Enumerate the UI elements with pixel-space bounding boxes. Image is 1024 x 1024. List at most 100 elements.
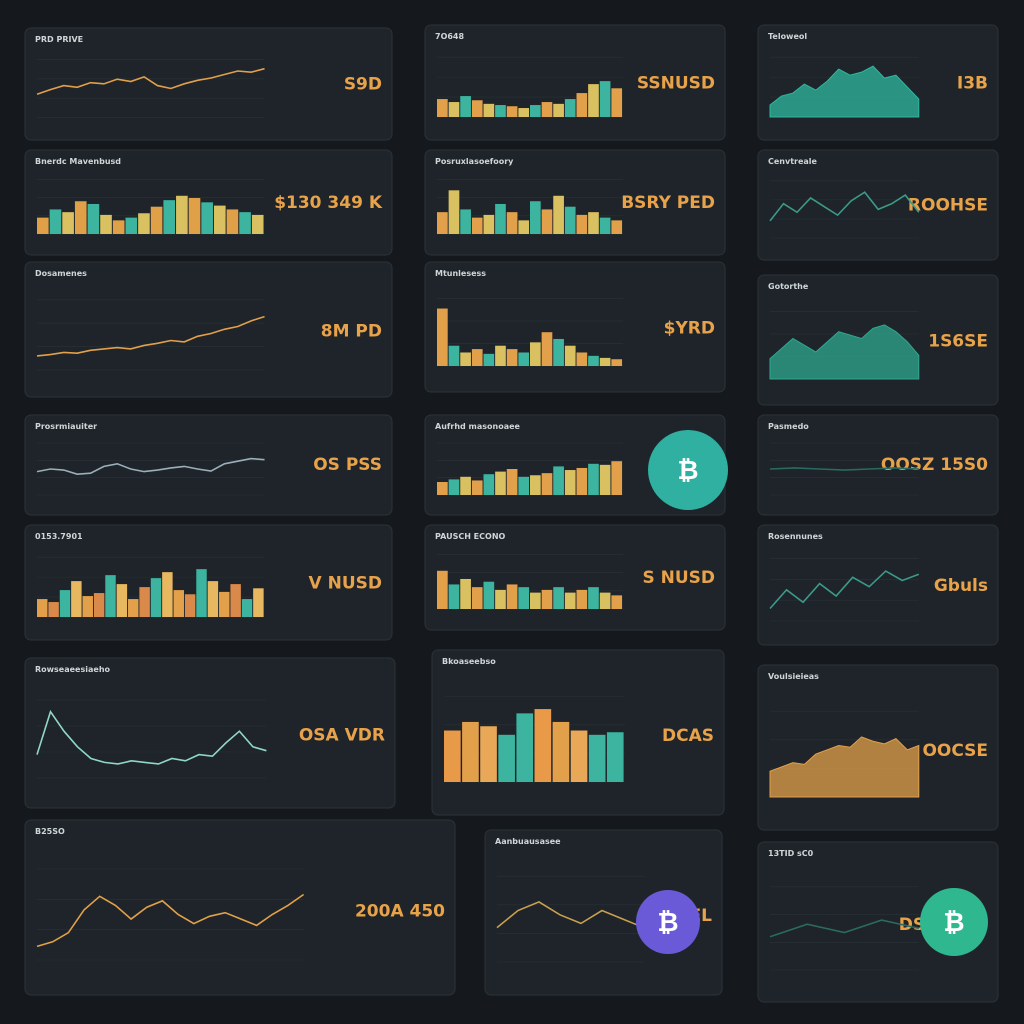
- panel: [484, 829, 723, 996]
- bar: [483, 214, 495, 234]
- bar: [444, 730, 461, 782]
- panel-title: PRD PRIVE: [35, 35, 83, 44]
- coin-symbol: ₿: [677, 456, 698, 486]
- panel-title: Posruxlasoefoory: [435, 157, 514, 166]
- panel-value: SSNUSD: [637, 73, 715, 93]
- bar: [564, 592, 576, 609]
- bar: [518, 108, 530, 117]
- bar: [460, 578, 471, 609]
- bar: [553, 587, 564, 609]
- bar: [112, 220, 125, 234]
- bar: [87, 203, 100, 234]
- panel: [24, 657, 396, 809]
- bar: [150, 206, 163, 234]
- panel-title: Teloweol: [768, 32, 807, 41]
- bar: [241, 599, 253, 617]
- bar: [506, 584, 518, 609]
- panel-value: $130 349 K: [274, 193, 383, 213]
- bar: [495, 589, 506, 609]
- panel: [757, 524, 999, 646]
- bar: [163, 200, 176, 234]
- bar: [599, 464, 611, 495]
- panel-value: V NUSD: [309, 573, 382, 593]
- bar: [437, 99, 448, 117]
- panel-title: PAUSCH ECONO: [435, 532, 506, 541]
- line: [36, 709, 267, 765]
- panel-title: Rosennunes: [768, 532, 823, 541]
- line: [36, 315, 265, 357]
- bar: [219, 591, 230, 617]
- bar: [201, 202, 213, 234]
- bar: [460, 476, 471, 495]
- bar: [611, 595, 623, 609]
- bar: [541, 473, 553, 495]
- bar: [588, 212, 599, 234]
- bar: [59, 590, 71, 617]
- panel-title: Aufrhd masonoaee: [435, 422, 521, 431]
- coin-badge: [636, 890, 700, 954]
- bar: [213, 205, 226, 234]
- panel-title: 13TID sC0: [768, 849, 814, 858]
- bar: [576, 467, 588, 495]
- panel: [24, 261, 393, 398]
- coin-symbol: ₿: [657, 908, 678, 938]
- bar: [471, 480, 483, 495]
- bar: [196, 569, 207, 617]
- panel-value: 1S6SE: [928, 332, 988, 352]
- area: [769, 65, 920, 118]
- panel-value: OSA VDR: [299, 726, 385, 746]
- panel-value: OOCSE: [922, 741, 988, 761]
- line: [769, 570, 920, 610]
- bar: [588, 734, 606, 782]
- bar: [230, 584, 241, 617]
- bar: [530, 475, 541, 495]
- bar: [553, 103, 564, 117]
- panel-value: 200A 450: [355, 901, 445, 921]
- bar: [611, 461, 623, 495]
- panel-value: 8M PD: [321, 321, 382, 341]
- bar: [437, 212, 448, 234]
- bar: [483, 353, 495, 366]
- line: [769, 919, 919, 938]
- bar: [437, 570, 448, 609]
- panel-title: Rowseaeesiaeho: [35, 665, 111, 674]
- bar: [553, 195, 564, 234]
- bar: [471, 100, 483, 117]
- bar: [530, 592, 541, 609]
- bar: [460, 96, 471, 117]
- bar: [495, 203, 506, 234]
- bar: [49, 209, 62, 234]
- panel-value: BSRY PED: [621, 193, 715, 213]
- bar: [564, 345, 576, 366]
- area: [769, 324, 920, 380]
- bar: [150, 578, 162, 617]
- panel-title: Gotorthe: [768, 282, 809, 291]
- bar: [184, 594, 196, 617]
- bar: [541, 332, 553, 366]
- bar: [188, 197, 201, 234]
- panel: [757, 414, 999, 516]
- bar: [226, 209, 239, 234]
- bar: [534, 709, 552, 782]
- bar: [599, 357, 611, 366]
- bar: [611, 359, 623, 366]
- bar: [82, 596, 93, 617]
- bar: [518, 587, 530, 609]
- panel-value: $YRD: [664, 319, 715, 339]
- bar: [239, 212, 251, 234]
- bar: [576, 214, 588, 234]
- panel-title: Pasmedo: [768, 422, 809, 431]
- bar: [173, 590, 184, 617]
- bar: [448, 584, 460, 609]
- panel-title: B25SO: [35, 827, 65, 836]
- bar: [570, 730, 588, 782]
- bar: [576, 589, 588, 609]
- panel: [24, 27, 393, 141]
- line: [769, 191, 920, 222]
- line: [496, 901, 645, 929]
- bar: [518, 220, 530, 234]
- panel-value: S9D: [344, 75, 382, 95]
- coin-symbol: ₿: [943, 908, 964, 938]
- bar: [588, 355, 599, 366]
- bar: [518, 352, 530, 366]
